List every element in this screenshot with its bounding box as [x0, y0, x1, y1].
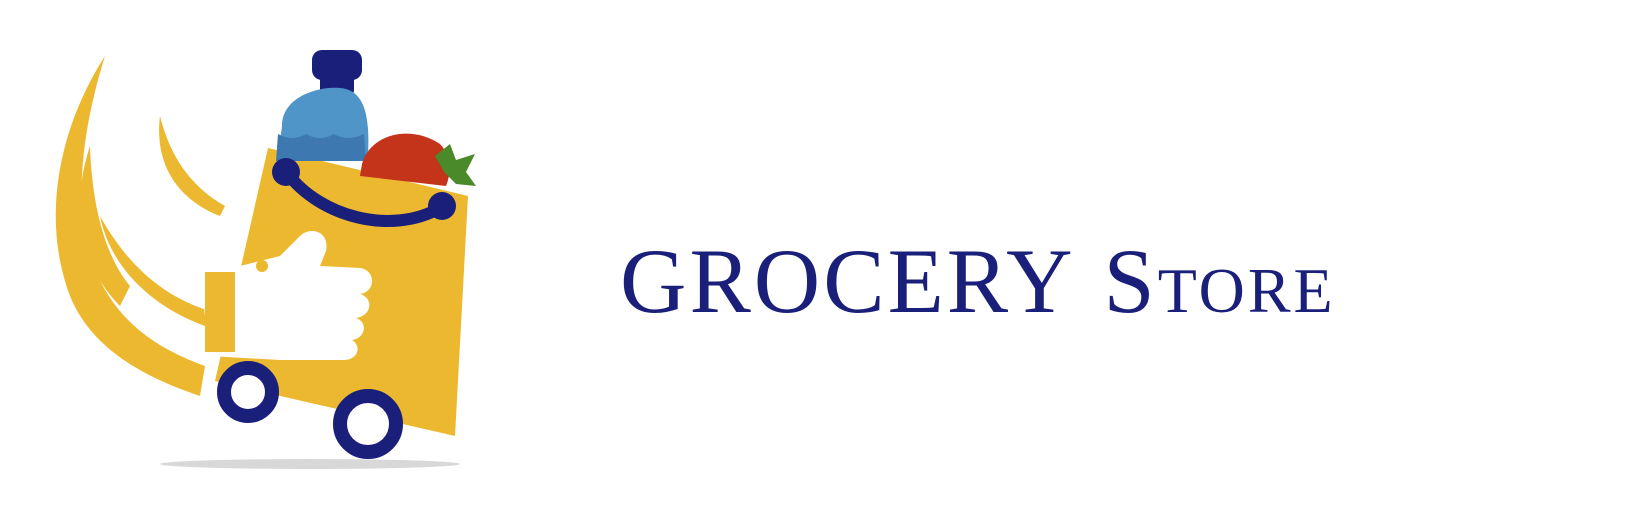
ground-shadow: [160, 459, 460, 469]
grocery-bag-cart-icon: [55, 50, 476, 469]
thumbs-up-icon: [200, 231, 372, 360]
brand-name-part1: GROCERY: [620, 230, 1076, 332]
speed-swoosh-icon: [55, 56, 225, 396]
brand-name-part2: Store: [1103, 230, 1336, 332]
brand-wordmark: GROCERY Store: [620, 235, 1336, 345]
water-bottle-icon: [276, 50, 369, 161]
cart-wheel-icon: [217, 361, 403, 459]
tomato-icon: [360, 133, 476, 186]
bag-handle-icon: [282, 168, 446, 227]
